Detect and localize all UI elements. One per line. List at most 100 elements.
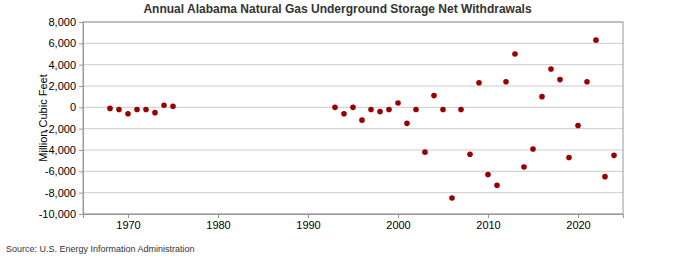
y-tick-label: 2,000 (48, 80, 76, 92)
points (107, 37, 617, 200)
point (575, 123, 581, 129)
point (449, 195, 455, 201)
point (341, 111, 347, 117)
x-tick: 1970 (116, 214, 140, 231)
y-tick-label: 6,000 (48, 37, 76, 49)
y-tick: 0 (70, 101, 83, 113)
x-tick: 1990 (296, 214, 320, 231)
point (494, 182, 500, 188)
point (440, 107, 446, 113)
y-tick-mark (79, 22, 83, 23)
point (467, 151, 473, 157)
point (404, 121, 410, 127)
y-tick-mark (79, 129, 83, 130)
y-tick-mark (79, 65, 83, 66)
point (359, 117, 365, 123)
x-axis: 1970 1980 1990 2000 2010 2020 (84, 214, 624, 231)
point (422, 149, 428, 155)
point (539, 94, 545, 100)
point (566, 155, 572, 161)
x-tick-mark (218, 214, 219, 218)
y-tick-label: 0 (70, 101, 76, 113)
y-tick-mark (79, 214, 83, 215)
y-tick: 2,000 (48, 80, 83, 92)
point (557, 77, 563, 83)
title: Annual Alabama Natural Gas Underground S… (143, 2, 532, 16)
y-axis-line (79, 23, 84, 215)
point (431, 93, 437, 99)
grid-line (83, 128, 623, 129)
grid-line (83, 192, 623, 193)
y-tick-label: -6,000 (45, 165, 76, 177)
x-tick-label: 1980 (206, 219, 230, 231)
point (125, 111, 131, 117)
chart: -10,000 -8,000 -6,000 -4,000 -2,000 0 2,000 4,0… (0, 0, 675, 275)
point (161, 102, 167, 108)
x-tick-mark (398, 214, 399, 218)
y-tick-label: -4,000 (45, 144, 76, 156)
y-tick-mark (79, 171, 83, 172)
point (332, 105, 338, 111)
grid (83, 22, 623, 214)
x-tick-label: 2000 (386, 219, 410, 231)
point (611, 153, 617, 159)
y-tick: -8,000 (45, 187, 83, 199)
y-tick: -6,000 (45, 165, 83, 177)
x-tick-mark (488, 214, 489, 218)
x-tick-label: 1990 (296, 219, 320, 231)
y-tick-mark (79, 107, 83, 108)
point (530, 146, 536, 152)
point (350, 105, 356, 111)
point (107, 106, 113, 112)
y-axis-title: Million Cubic Feet (37, 74, 49, 161)
y-tick: -4,000 (45, 144, 83, 156)
y-tick-label: -10,000 (39, 208, 76, 220)
point (521, 164, 527, 170)
y-tick-label: 4,000 (48, 59, 76, 71)
plot: -10,000 -8,000 -6,000 -4,000 -2,000 0 2,000 4,0… (39, 16, 624, 231)
x-tick-mark (578, 214, 579, 218)
point (116, 107, 122, 113)
point (503, 79, 509, 85)
point (413, 107, 419, 113)
point (485, 172, 491, 178)
point (512, 51, 518, 57)
point (584, 79, 590, 85)
grid-line (83, 171, 623, 172)
point (386, 107, 392, 113)
x-axis-line (84, 215, 624, 219)
source-note: Source: U.S. Energy Information Administ… (6, 244, 195, 254)
grid-line (83, 64, 623, 65)
point (476, 80, 482, 86)
x-tick: 2010 (476, 214, 500, 231)
point (170, 103, 176, 109)
point (458, 107, 464, 113)
x-tick-label: 2010 (476, 219, 500, 231)
y-tick-mark (79, 193, 83, 194)
point (152, 110, 158, 116)
x-tick-label: 2020 (566, 219, 590, 231)
y-tick: 4,000 (48, 59, 83, 71)
point (368, 107, 374, 113)
y-tick: -2,000 (45, 123, 83, 135)
y-tick-mark (79, 150, 83, 151)
y-tick-mark (79, 86, 83, 87)
grid-line (83, 150, 623, 151)
y-tick-label: 8,000 (48, 16, 76, 28)
grid-line (83, 43, 623, 44)
point (143, 107, 149, 113)
y-tick: 8,000 (48, 16, 83, 28)
x-tick-mark (308, 214, 309, 218)
x-tick: 2020 (566, 214, 590, 231)
y-tick-mark (79, 43, 83, 44)
x-tick: 2000 (386, 214, 410, 231)
point (395, 100, 401, 106)
plot-frame (83, 22, 623, 214)
y-tick: -10,000 (39, 208, 83, 220)
y-tick: 6,000 (48, 37, 83, 49)
grid-line (83, 86, 623, 87)
point (377, 109, 383, 115)
x-tick-label: 1970 (116, 219, 140, 231)
point (134, 107, 140, 113)
x-tick: 1980 (206, 214, 230, 231)
